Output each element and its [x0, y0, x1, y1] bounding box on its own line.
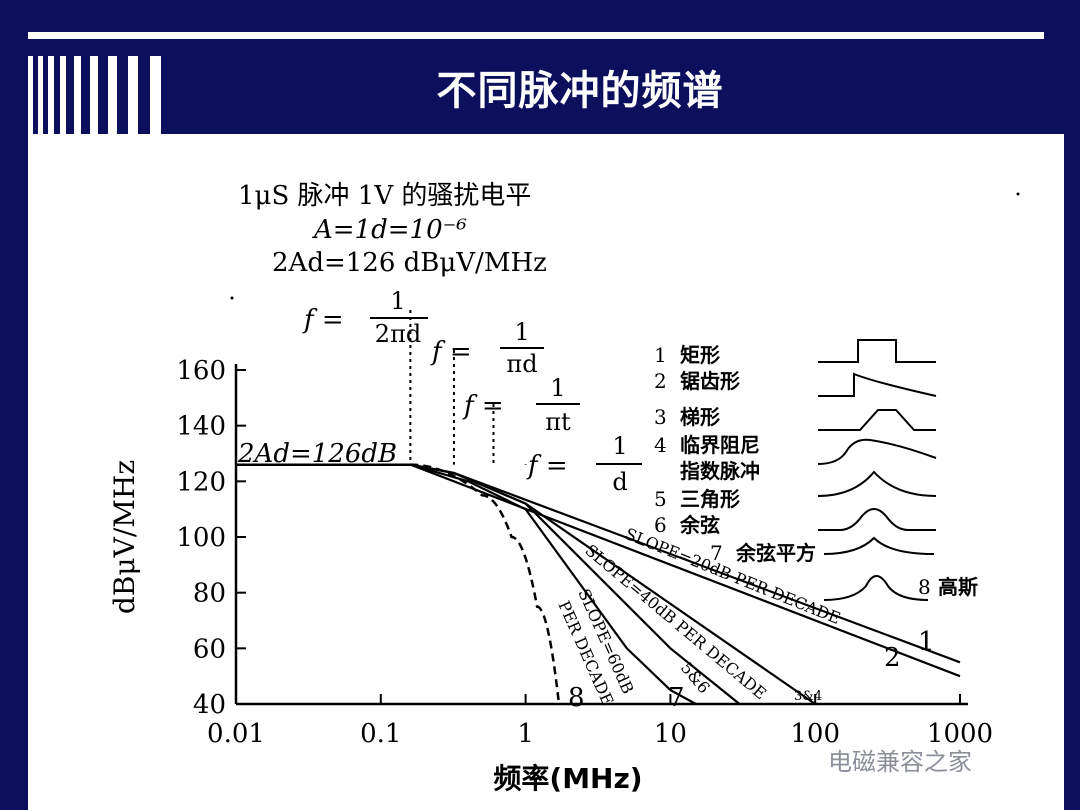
- pulse-shape-7-icon: [823, 536, 935, 555]
- series-8-line: [410, 463, 561, 705]
- corner-num: 1: [612, 432, 627, 460]
- pulse-shape-6-icon: [818, 508, 936, 531]
- equation-a: A=1d=10⁻⁶: [312, 215, 467, 245]
- pulse-shape-8-icon: [823, 575, 929, 601]
- y-axis-label: dBμV/MHz: [108, 460, 141, 614]
- pulse-shape-5-icon: [817, 470, 937, 497]
- x-tick-label: 0.01: [207, 719, 265, 749]
- plot-area: 40 60 80 100 120 140 160 0.01 0.1 1 10 100 1000 dBμV/…: [108, 310, 993, 795]
- corner-den: πt: [545, 408, 571, 436]
- legend-label: 锯齿形: [680, 369, 740, 393]
- legend-label: 余弦平方: [735, 541, 816, 565]
- corner-num: 1: [514, 318, 529, 346]
- corner-lhs: f =: [430, 337, 472, 367]
- watermark: 电磁兼容之家: [828, 748, 972, 776]
- corner-num: 1: [550, 374, 565, 402]
- x-tick-label: 1000: [927, 719, 993, 749]
- legend-number: 8: [918, 575, 931, 599]
- curve-number-1: 1: [918, 627, 935, 657]
- equation-2ad: 2Ad=126 dBμV/MHz: [272, 248, 547, 278]
- legend-label: 指数脉冲: [680, 459, 760, 483]
- legend-label: 临界阻尼: [680, 433, 760, 457]
- y-tick-label: 60: [193, 634, 226, 664]
- corner-label-d: f = 1 d: [526, 432, 642, 496]
- legend-number: 4: [654, 433, 667, 457]
- corner-label-pid: f = 1 πd: [430, 318, 544, 378]
- pulse-shape-2-icon: [818, 372, 937, 397]
- corner-lhs: f =: [462, 391, 504, 421]
- legend-number: 5: [654, 487, 667, 511]
- legend-number: 7: [710, 541, 723, 565]
- curve-number-2: 2: [884, 643, 901, 673]
- pulse-shape-4-icon: [817, 438, 937, 465]
- curve-number-3-4: 3&4: [794, 689, 822, 704]
- corner-den: 2πd: [375, 320, 421, 348]
- x-tick-label: 10: [654, 719, 687, 749]
- legend-label: 梯形: [680, 405, 720, 429]
- x-tick-label: 0.1: [360, 719, 401, 749]
- corner-label-pit: f = 1 πt: [462, 374, 580, 436]
- legend-number: 1: [654, 343, 667, 367]
- legend-number: 6: [654, 513, 667, 537]
- legend-label: 余弦: [679, 513, 720, 537]
- legend-label: 三角形: [680, 487, 740, 511]
- legend-number: 3: [654, 405, 667, 429]
- plateau-label: 2Ad=126dB: [237, 439, 397, 469]
- title-stripes: [28, 56, 178, 134]
- corner-num: 1: [390, 287, 405, 315]
- spectrum-figure: 1μS 脉冲 1V 的骚扰电平 A=1d=10⁻⁶ 2Ad=126 dBμV/M…: [108, 181, 1020, 795]
- y-tick-label: 120: [176, 467, 226, 497]
- legend-label: 矩形: [680, 343, 720, 367]
- x-tick-label: 100: [790, 719, 840, 749]
- legend-label: 高斯: [938, 575, 978, 599]
- pulse-shape-1-icon: [818, 339, 936, 363]
- figure-heading: 1μS 脉冲 1V 的骚扰电平: [238, 181, 531, 211]
- corner-lhs: f =: [302, 305, 344, 335]
- corner-den: πd: [506, 350, 537, 378]
- y-tick-label: 140: [176, 412, 226, 442]
- corner-den: d: [612, 468, 627, 496]
- y-tick-label: 40: [193, 690, 226, 720]
- y-tick-label: 100: [176, 523, 226, 553]
- legend-number: 2: [654, 369, 667, 393]
- corner-lhs: f =: [526, 451, 568, 481]
- pulse-shape-3-icon: [818, 409, 936, 431]
- curve-number-8: 8: [568, 683, 585, 713]
- slide-title: 不同脉冲的频谱: [436, 68, 724, 114]
- x-tick-label: 1: [517, 719, 534, 749]
- corner-label-2pid: f = 1 2πd: [302, 287, 428, 348]
- y-tick-label: 80: [193, 579, 226, 609]
- figure-panel: 1μS 脉冲 1V 的骚扰电平 A=1d=10⁻⁶ 2Ad=126 dBμV/M…: [28, 134, 1064, 810]
- curve-number-7: 7: [668, 683, 685, 713]
- x-axis-label: 频率(MHz): [493, 762, 642, 795]
- y-tick-label: 160: [176, 356, 226, 386]
- top-rule: [28, 32, 1044, 39]
